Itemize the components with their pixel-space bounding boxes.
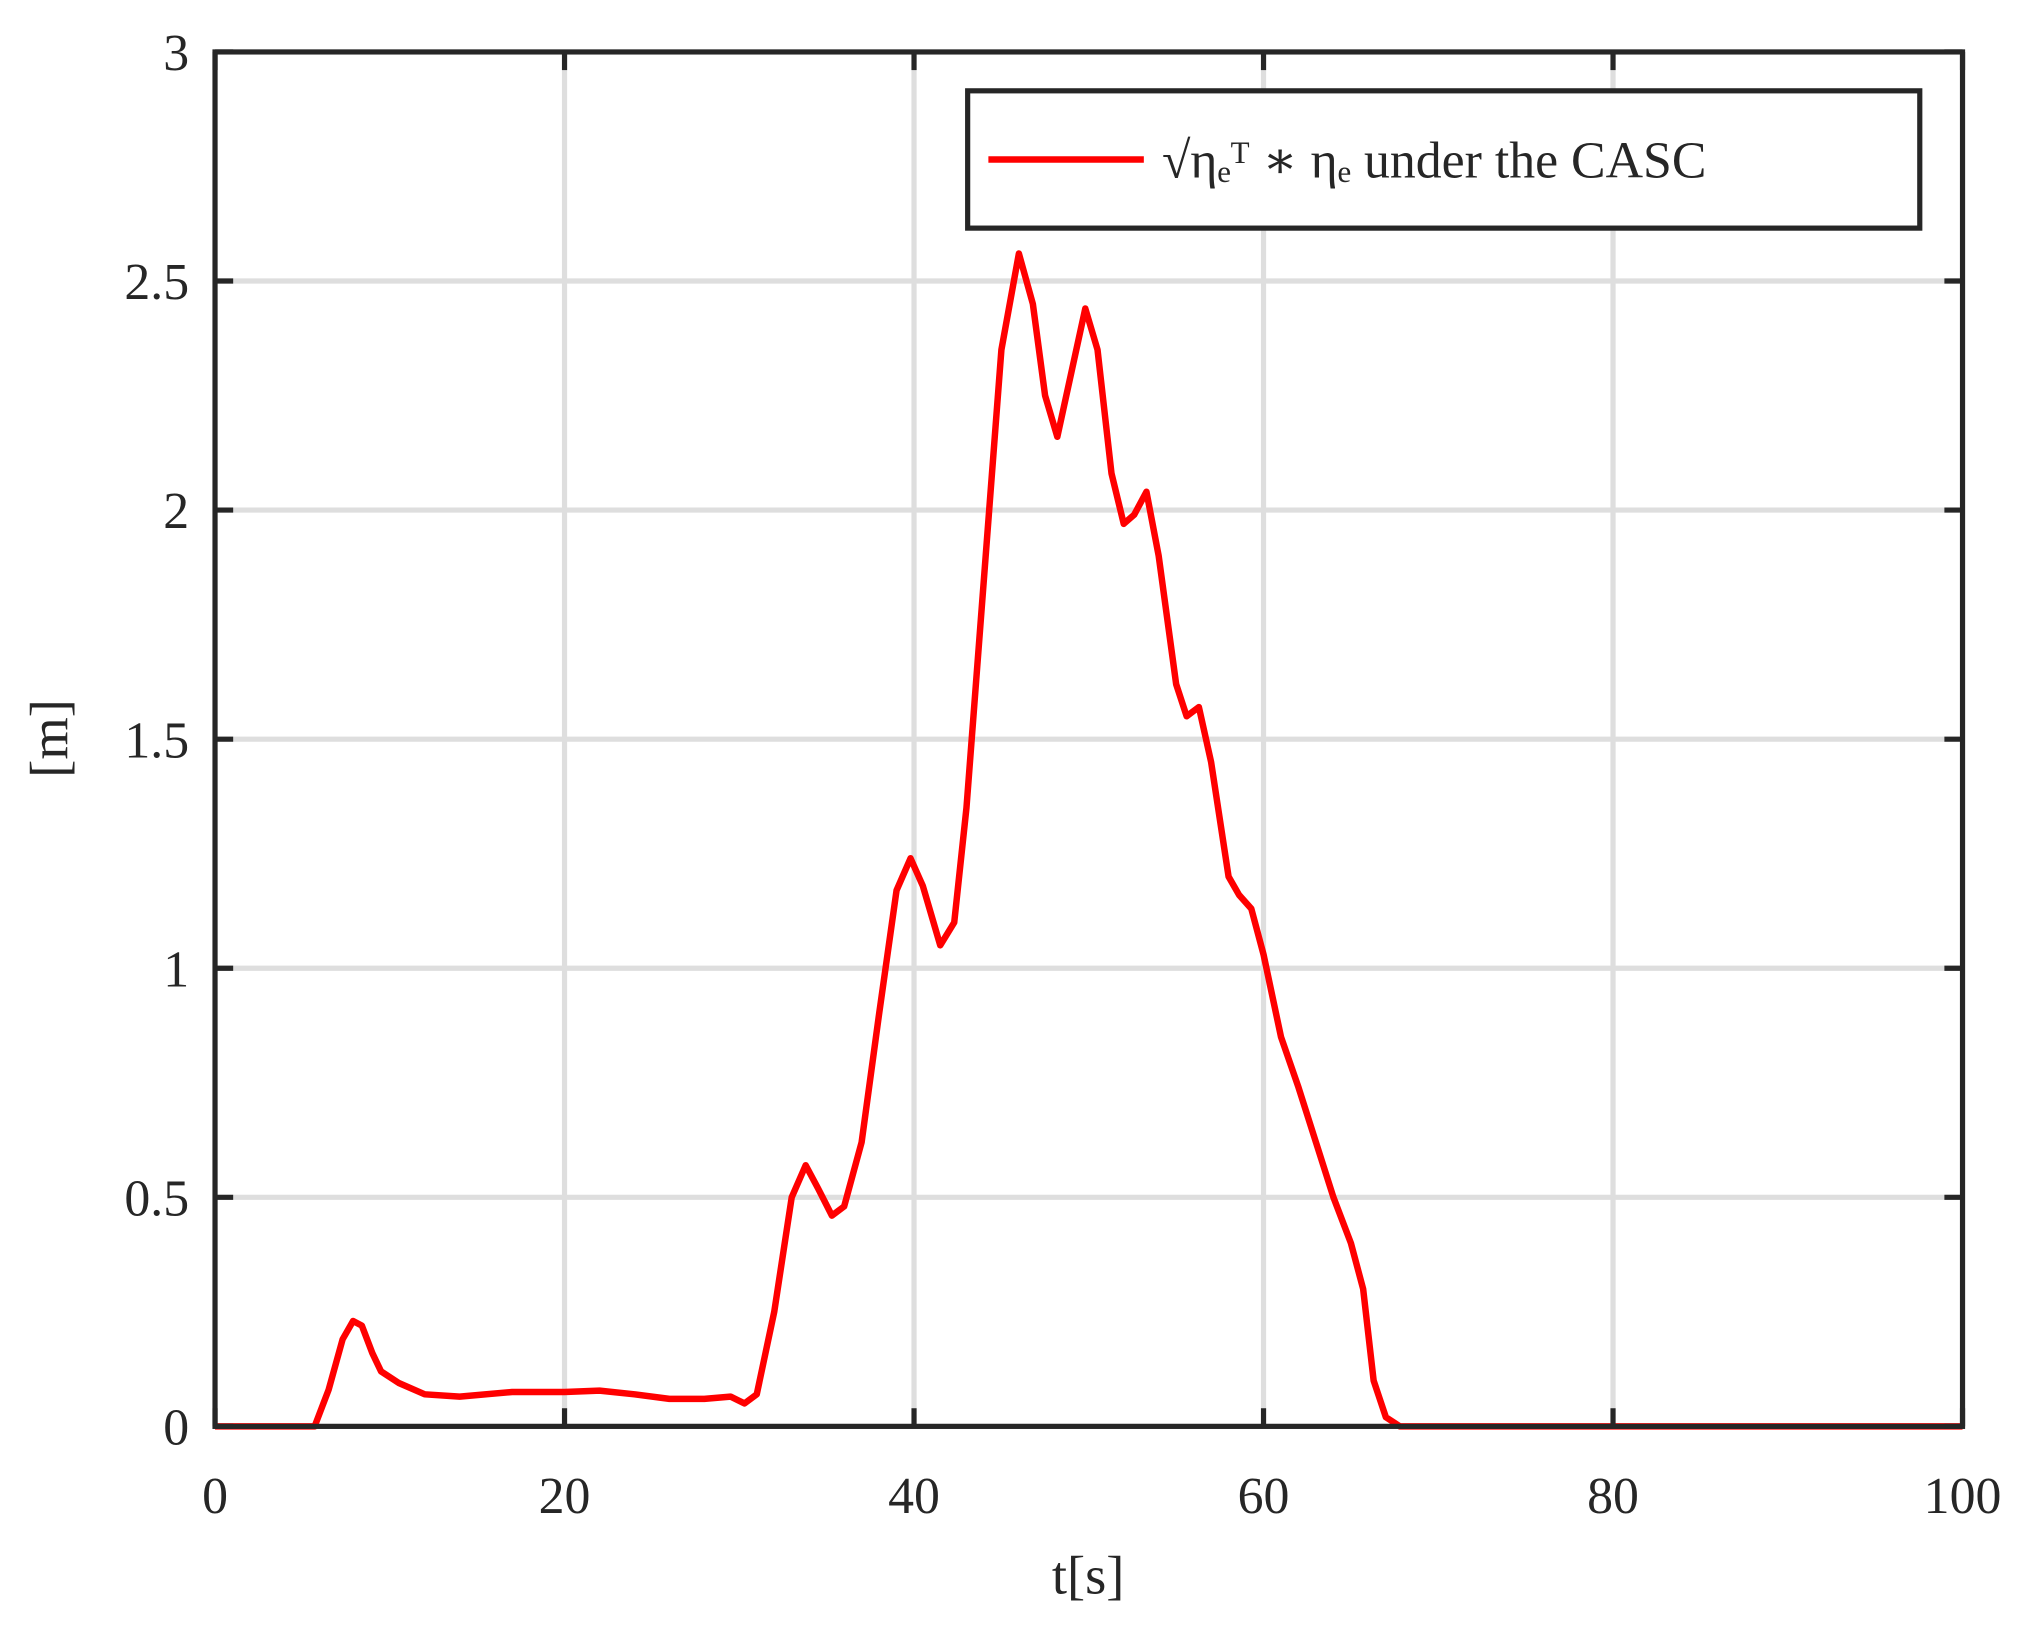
y-tick-label: 2.5: [124, 254, 189, 311]
x-axis-label: t[s]: [1052, 1545, 1125, 1605]
y-tick-label: 0: [163, 1400, 189, 1457]
legend-label: √ηₑᵀ ∗ ηₑ under the CASC: [1162, 133, 1706, 190]
x-tick-label: 100: [1924, 1468, 2002, 1525]
y-tick-label: 1.5: [124, 712, 189, 769]
x-tick-label: 40: [888, 1468, 940, 1525]
x-tick-label: 80: [1587, 1468, 1639, 1525]
y-tick-label: 3: [163, 25, 189, 82]
plot-area: [215, 250, 1963, 1430]
x-tick-label: 0: [202, 1468, 228, 1525]
y-tick-label: 1: [163, 941, 189, 998]
y-tick-label: 0.5: [124, 1170, 189, 1227]
ticks: 0 20 40 60 80 100 0 0.5 1 1.5 2 2.5 3: [124, 25, 2001, 1525]
y-tick-label: 2: [163, 483, 189, 540]
legend: √ηₑᵀ ∗ ηₑ under the CASC: [965, 88, 1923, 231]
data-line: [215, 250, 1963, 1430]
x-tick-label: 60: [1238, 1468, 1290, 1525]
x-tick-label: 20: [539, 1468, 591, 1525]
y-axis-label: [m]: [19, 699, 79, 778]
